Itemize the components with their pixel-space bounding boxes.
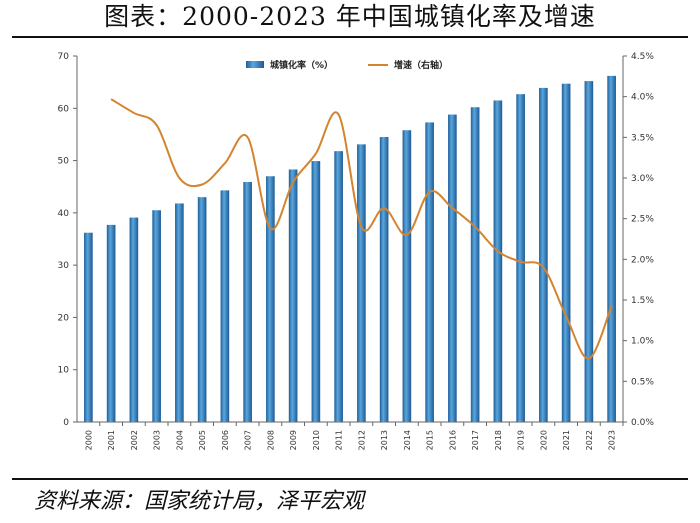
y-right-tick-label: 4.0% (631, 93, 654, 103)
legend-label-line: 增速（右轴） (394, 59, 448, 71)
source-note: 资料来源：国家统计局，泽平宏观 (34, 489, 365, 514)
bottom-rule (12, 478, 688, 480)
bar-2008 (266, 176, 275, 422)
x-tick-label: 2008 (266, 430, 275, 450)
bar-2015 (425, 122, 434, 422)
bar-2016 (448, 114, 457, 422)
top-rule (12, 36, 688, 38)
legend-swatch-bar (246, 61, 264, 68)
y-left-tick-label: 50 (58, 157, 70, 167)
x-tick-label: 2020 (539, 430, 548, 450)
bar-2007 (243, 182, 252, 422)
y-right-tick-label: 1.0% (631, 337, 654, 347)
x-tick-label: 2004 (175, 430, 184, 450)
bar-2012 (357, 144, 366, 422)
x-tick-label: 2016 (448, 430, 457, 450)
y-left-tick-label: 10 (58, 366, 70, 376)
bar-2003 (152, 210, 161, 422)
bar-2004 (175, 203, 184, 422)
y-right-tick-label: 3.0% (631, 174, 654, 184)
x-tick-label: 2005 (198, 430, 207, 450)
x-tick-label: 2000 (84, 430, 93, 450)
y-right-tick-label: 2.5% (631, 215, 654, 225)
y-left-tick-label: 20 (58, 313, 70, 323)
y-left-tick-label: 60 (58, 104, 70, 114)
x-tick-label: 2009 (289, 430, 298, 450)
y-right-tick-label: 2.0% (631, 255, 654, 265)
x-tick-label: 2014 (403, 430, 412, 450)
y-left-tick-label: 0 (63, 418, 69, 428)
x-tick-label: 2022 (585, 430, 594, 450)
x-tick-label: 2023 (608, 430, 617, 450)
bar-2020 (539, 87, 548, 422)
y-right-tick-label: 3.5% (631, 133, 654, 143)
bar-2021 (561, 83, 571, 422)
x-tick-label: 2007 (244, 430, 253, 450)
x-tick-label: 2001 (107, 430, 116, 450)
y-left-tick-label: 70 (58, 52, 70, 62)
x-tick-label: 2011 (335, 430, 344, 450)
bar-2023 (607, 75, 616, 423)
y-left-tick-label: 40 (58, 209, 70, 219)
bar-2000 (84, 232, 93, 422)
x-tick-label: 2015 (426, 430, 435, 450)
urbanization-chart: 0 10 20 30 40 50 60 70 0.0% 0.5% 1.0% 1.5% 2.0% 2.5% 3… (58, 52, 655, 450)
bar-2006 (220, 190, 230, 422)
bar-2009 (288, 169, 298, 422)
bar-2019 (516, 94, 525, 422)
growth-rate-line (110, 98, 613, 360)
bar-2022 (584, 81, 594, 423)
bar-2017 (470, 107, 480, 423)
bar-2014 (402, 130, 412, 422)
x-tick-label: 2017 (471, 430, 480, 450)
bar-2010 (311, 161, 321, 422)
x-tick-label: 2018 (494, 430, 503, 450)
bar-2001 (106, 224, 116, 422)
x-tick-label: 2019 (517, 430, 526, 450)
x-tick-label: 2002 (130, 430, 139, 450)
x-tick-label: 2013 (380, 430, 389, 450)
y-right-tick-label: 0.5% (631, 377, 654, 387)
bar-2018 (493, 100, 503, 422)
x-tick-label: 2010 (312, 430, 321, 450)
y-left-tick-label: 30 (58, 261, 70, 271)
bar-2002 (129, 217, 139, 422)
x-tick-label: 2003 (153, 430, 162, 450)
bar-2005 (197, 197, 207, 422)
x-tick-label: 2021 (562, 430, 571, 450)
y-right-tick-label: 4.5% (631, 52, 654, 62)
bar-2013 (379, 137, 389, 423)
y-right-tick-label: 1.5% (631, 296, 654, 306)
y-right-tick-label: 0.0% (631, 418, 654, 428)
x-tick-label: 2012 (357, 430, 366, 450)
page-title: 图表：2000-2023 年中国城镇化率及增速 (104, 2, 596, 31)
bar-2011 (334, 151, 343, 422)
legend-label-bar: 城镇化率（%） (270, 59, 333, 71)
x-tick-label: 2006 (221, 430, 230, 450)
